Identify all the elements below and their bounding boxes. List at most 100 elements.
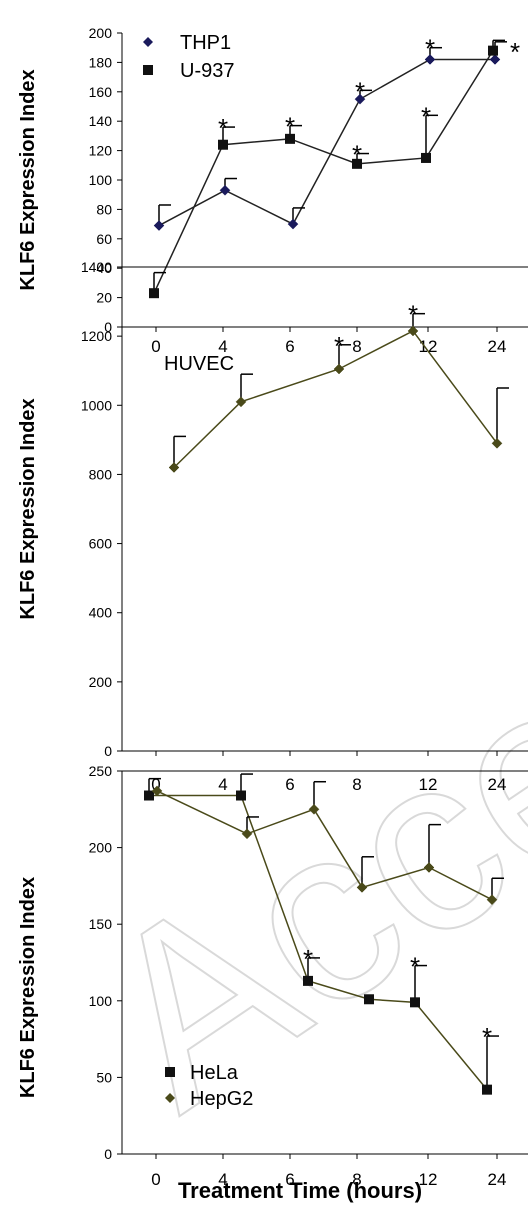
data-point — [486, 894, 498, 906]
y-tick-label: 400 — [89, 605, 113, 621]
y-tick-label: 0 — [104, 319, 112, 335]
data-point — [236, 790, 246, 801]
data-point — [488, 45, 498, 56]
x-axis-label: Treatment Time (hours) — [178, 1178, 422, 1203]
x-tick-label: 6 — [285, 1170, 294, 1189]
x-tick-label: 24 — [488, 1170, 507, 1189]
panel-top: 0 20 40 60 80 100 120 140 160 180 200 0 4 6 8 12 24 KLF6 … — [17, 25, 528, 356]
x-tick-label: 8 — [352, 775, 361, 794]
y-tick-label: 40 — [96, 260, 112, 276]
x-tick-label: 8 — [352, 1170, 361, 1189]
y-tick-label: 180 — [89, 54, 113, 70]
y-tick-label: 600 — [89, 536, 113, 552]
panel-annotation: HUVEC — [164, 353, 234, 375]
y-tick-label: 160 — [89, 84, 113, 100]
data-point — [491, 437, 503, 449]
significance-star: * — [303, 944, 313, 974]
significance-star: * — [352, 140, 362, 170]
legend-entry: U-937 — [143, 60, 234, 82]
data-point — [149, 288, 159, 299]
x-tick-label: 4 — [218, 775, 227, 794]
x-tick-label: 24 — [488, 337, 507, 356]
watermark-text: Accepted Manuscript — [53, 0, 528, 1160]
x-tick-label: 12 — [419, 337, 438, 356]
x-tick-label: 4 — [218, 1170, 227, 1189]
y-tick-label: 200 — [89, 840, 113, 856]
x-tick-label: 0 — [151, 1170, 160, 1189]
data-point — [308, 803, 320, 815]
y-tick-label: 200 — [89, 25, 113, 41]
y-tick-label: 80 — [96, 201, 112, 217]
y-tick-label: 100 — [89, 172, 113, 188]
x-tick-label: 24 — [488, 775, 507, 794]
significance-star: * — [218, 113, 228, 143]
y-tick-label: 1000 — [81, 397, 112, 413]
series-line — [158, 58, 495, 227]
significance-star: * — [421, 101, 431, 131]
data-point — [241, 828, 253, 840]
legend-entry: HeLa — [165, 1062, 239, 1084]
y-tick-label: 50 — [96, 1069, 112, 1085]
significance-star: * — [425, 34, 435, 64]
x-tick-label: 0 — [151, 775, 160, 794]
data-point — [421, 152, 431, 163]
x-tick-label: 6 — [285, 775, 294, 794]
y-tick-label: 150 — [89, 916, 113, 932]
significance-star: * — [285, 112, 295, 142]
series-hepg2 — [151, 780, 504, 906]
data-point — [219, 184, 231, 196]
legend-entry: THP1 — [143, 32, 231, 54]
y-tick-label: 60 — [96, 231, 112, 247]
data-point — [489, 54, 501, 65]
data-point — [287, 218, 299, 230]
series-line — [153, 50, 494, 294]
data-point — [423, 862, 435, 873]
data-point — [235, 396, 247, 408]
data-point — [424, 54, 436, 65]
y-tick-label: 140 — [89, 113, 113, 129]
series-line — [149, 794, 488, 1091]
legend-label: U-937 — [180, 60, 234, 82]
legend-label: HeLa — [190, 1062, 239, 1084]
data-point — [407, 325, 419, 337]
series-u-937: * * * * — [149, 39, 505, 299]
x-tick-label: 6 — [285, 337, 294, 356]
y-tick-label: 1200 — [81, 328, 112, 344]
legend-entry: HepG2 — [165, 1088, 253, 1110]
data-point — [151, 785, 163, 797]
y-tick-label: 0 — [104, 1146, 112, 1162]
x-tick-label: 12 — [419, 1170, 438, 1189]
y-axis-label: KLF6 Expression Index — [17, 69, 39, 290]
legend-label: THP1 — [180, 32, 231, 54]
data-point — [364, 994, 374, 1005]
data-point — [333, 363, 345, 375]
x-tick-label: 8 — [352, 337, 361, 356]
data-point — [354, 93, 366, 105]
x-tick-label: 0 — [151, 337, 160, 356]
y-tick-label: 100 — [89, 993, 113, 1009]
legend-marker — [165, 1067, 175, 1077]
legend-marker — [165, 1093, 175, 1103]
legend-marker — [143, 65, 153, 75]
data-point — [352, 158, 362, 169]
data-point — [144, 790, 154, 801]
data-point — [168, 462, 180, 473]
series-hela: * * * — [144, 773, 499, 1095]
significance-star: * — [355, 76, 365, 106]
legend-marker — [143, 37, 153, 47]
x-tick-label: 12 — [419, 775, 438, 794]
y-tick-label: 800 — [89, 466, 113, 482]
panel-bottom: 0 50 100 150 200 250 0 4 6 8 12 24 KLF6 Expression I… — [17, 763, 528, 1203]
data-point — [410, 997, 420, 1008]
y-axis-label: KLF6 Expression Index — [17, 877, 39, 1098]
series-huvec: ** — [168, 300, 509, 473]
data-point — [356, 882, 368, 893]
y-tick-label: 0 — [104, 743, 112, 759]
series-line — [156, 790, 493, 901]
y-tick-label: 120 — [89, 143, 113, 159]
significance-star: * — [482, 1022, 492, 1052]
significance-star: * — [408, 300, 418, 330]
significance-star: * — [410, 952, 420, 982]
